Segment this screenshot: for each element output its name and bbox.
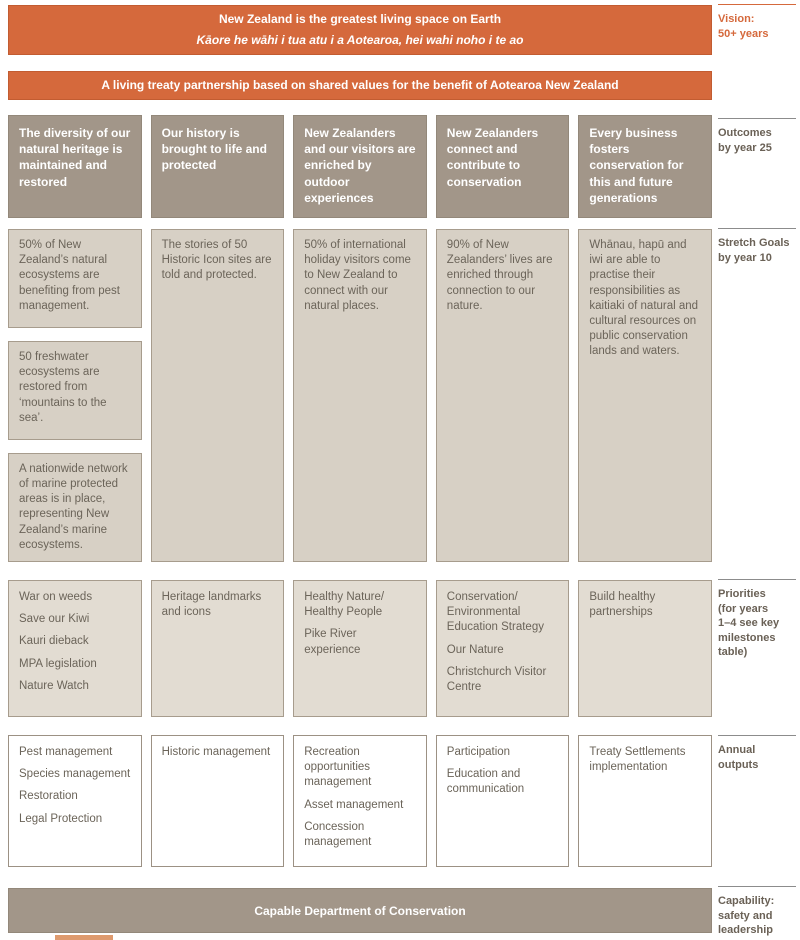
stretch-goal-box: 50% of international holiday visitors co… bbox=[293, 229, 427, 562]
priority-item: MPA legislation bbox=[19, 657, 97, 670]
priorities-box-3: Healthy Nature/ Healthy People Pike River… bbox=[293, 580, 427, 717]
priority-item: Christchurch Visitor Centre bbox=[446, 665, 547, 693]
priority-item: Kauri dieback bbox=[19, 635, 89, 648]
priority-item: War on weeds bbox=[19, 591, 93, 603]
annual-output-item: Participation bbox=[446, 746, 511, 758]
side-label-vision: Vision: 50+ years bbox=[718, 4, 796, 41]
outcome-box-1: The diversity of our natural heritage is… bbox=[8, 115, 142, 218]
annual-outputs-row: Pest management Species management Restora… bbox=[8, 735, 712, 867]
priorities-box-5: Build healthy partnerships bbox=[578, 580, 712, 717]
priority-item: Conservation/ Environmental Education St… bbox=[446, 591, 544, 634]
priority-item: Save our Kiwi bbox=[19, 613, 90, 626]
priorities-box-2: Heritage landmarks and icons bbox=[150, 580, 285, 717]
annual-output-item: Asset management bbox=[304, 798, 404, 811]
priorities-row: War on weeds Save our Kiwi Kauri dieback MP… bbox=[8, 580, 712, 717]
stretch-goal-box: 50 freshwater ecosystems are restored fr… bbox=[8, 340, 142, 440]
timeline-sidebar: Vision: 50+ years Outcomes by year 25 St… bbox=[718, 0, 796, 940]
side-label-stretch-goals: Stretch Goals by year 10 bbox=[718, 228, 796, 265]
stretch-goals-cell-2: The stories of 50 Historic Icon sites ar… bbox=[150, 229, 285, 562]
vision-text-maori: Kāore he wāhi i tua atu i a Aotearoa, he… bbox=[196, 32, 524, 47]
stretch-goals-cell-4: 90% of New Zealanders’ lives are enriche… bbox=[435, 229, 570, 562]
priority-item: Healthy Nature/ Healthy People bbox=[304, 591, 385, 619]
stretch-goal-box: 50% of New Zealand’s natural ecosystems … bbox=[8, 229, 142, 328]
main-content: New Zealand is the greatest living space… bbox=[8, 0, 712, 940]
annual-outputs-box-5: Treaty Settlements implementation bbox=[578, 735, 712, 867]
priorities-box-4: Conservation/ Environmental Education St… bbox=[435, 580, 570, 717]
annual-output-item: Education and communication bbox=[446, 768, 525, 796]
annual-output-item: Restoration bbox=[19, 790, 78, 803]
annual-output-item: Legal Protection bbox=[19, 812, 103, 825]
priority-item: Heritage landmarks and icons bbox=[161, 591, 262, 619]
vision-text-english: New Zealand is the greatest living space… bbox=[218, 11, 502, 26]
stretch-goals-cell-3: 50% of international holiday visitors co… bbox=[293, 229, 427, 562]
priority-item: Nature Watch bbox=[19, 679, 89, 692]
stretch-goal-box: Whānau, hapū and iwi are able to practis… bbox=[578, 229, 712, 562]
cutoff-partial-element bbox=[55, 935, 113, 940]
treaty-text: A living treaty partnership based on sha… bbox=[101, 77, 619, 92]
side-label-annual-outputs: Annual outputs bbox=[718, 735, 796, 772]
treaty-banner: A living treaty partnership based on sha… bbox=[8, 71, 712, 100]
annual-outputs-box-1: Pest management Species management Restora… bbox=[8, 735, 142, 867]
annual-outputs-box-4: Participation Education and communication bbox=[435, 735, 570, 867]
priority-item: Our Nature bbox=[446, 643, 504, 656]
priority-item: Pike River experience bbox=[304, 628, 361, 656]
annual-output-item: Species management bbox=[19, 768, 131, 781]
outcomes-row: The diversity of our natural heritage is… bbox=[8, 115, 712, 218]
side-label-capability: Capability: safety and leadership bbox=[718, 886, 796, 938]
stretch-goals-cell-5: Whānau, hapū and iwi are able to practis… bbox=[578, 229, 712, 562]
capability-text: Capable Department of Conservation bbox=[254, 903, 466, 918]
annual-output-item: Historic management bbox=[161, 746, 271, 758]
annual-outputs-box-3: Recreation opportunities management Asset… bbox=[293, 735, 427, 867]
outcome-box-5: Every business fosters conservation for … bbox=[578, 115, 712, 218]
vision-banner: New Zealand is the greatest living space… bbox=[8, 5, 712, 55]
annual-outputs-box-2: Historic management bbox=[150, 735, 285, 867]
stretch-goals-row: 50% of New Zealand’s natural ecosystems … bbox=[8, 229, 712, 562]
stretch-goals-cell-1: 50% of New Zealand’s natural ecosystems … bbox=[8, 229, 142, 562]
side-label-outcomes: Outcomes by year 25 bbox=[718, 118, 796, 155]
priority-item: Build healthy partnerships bbox=[589, 591, 656, 619]
capability-bar: Capable Department of Conservation bbox=[8, 888, 712, 933]
priorities-box-1: War on weeds Save our Kiwi Kauri dieback MP… bbox=[8, 580, 142, 717]
side-label-priorities: Priorities (for years 1–4 see key milest… bbox=[718, 579, 796, 660]
stretch-goal-box: 90% of New Zealanders’ lives are enriche… bbox=[435, 229, 570, 562]
annual-output-item: Treaty Settlements implementation bbox=[589, 746, 686, 774]
annual-output-item: Pest management bbox=[19, 746, 113, 758]
stretch-goal-box: The stories of 50 Historic Icon sites ar… bbox=[150, 229, 285, 562]
outcome-box-4: New Zealanders connect and contribute to… bbox=[435, 115, 570, 218]
outcome-box-3: New Zealanders and our visitors are enri… bbox=[293, 115, 427, 218]
outcome-box-2: Our history is brought to life and prote… bbox=[150, 115, 285, 218]
stretch-goal-box: A nationwide network of marine protected… bbox=[8, 452, 142, 562]
annual-output-item: Recreation opportunities management bbox=[304, 746, 372, 789]
annual-output-item: Concession management bbox=[304, 820, 372, 848]
